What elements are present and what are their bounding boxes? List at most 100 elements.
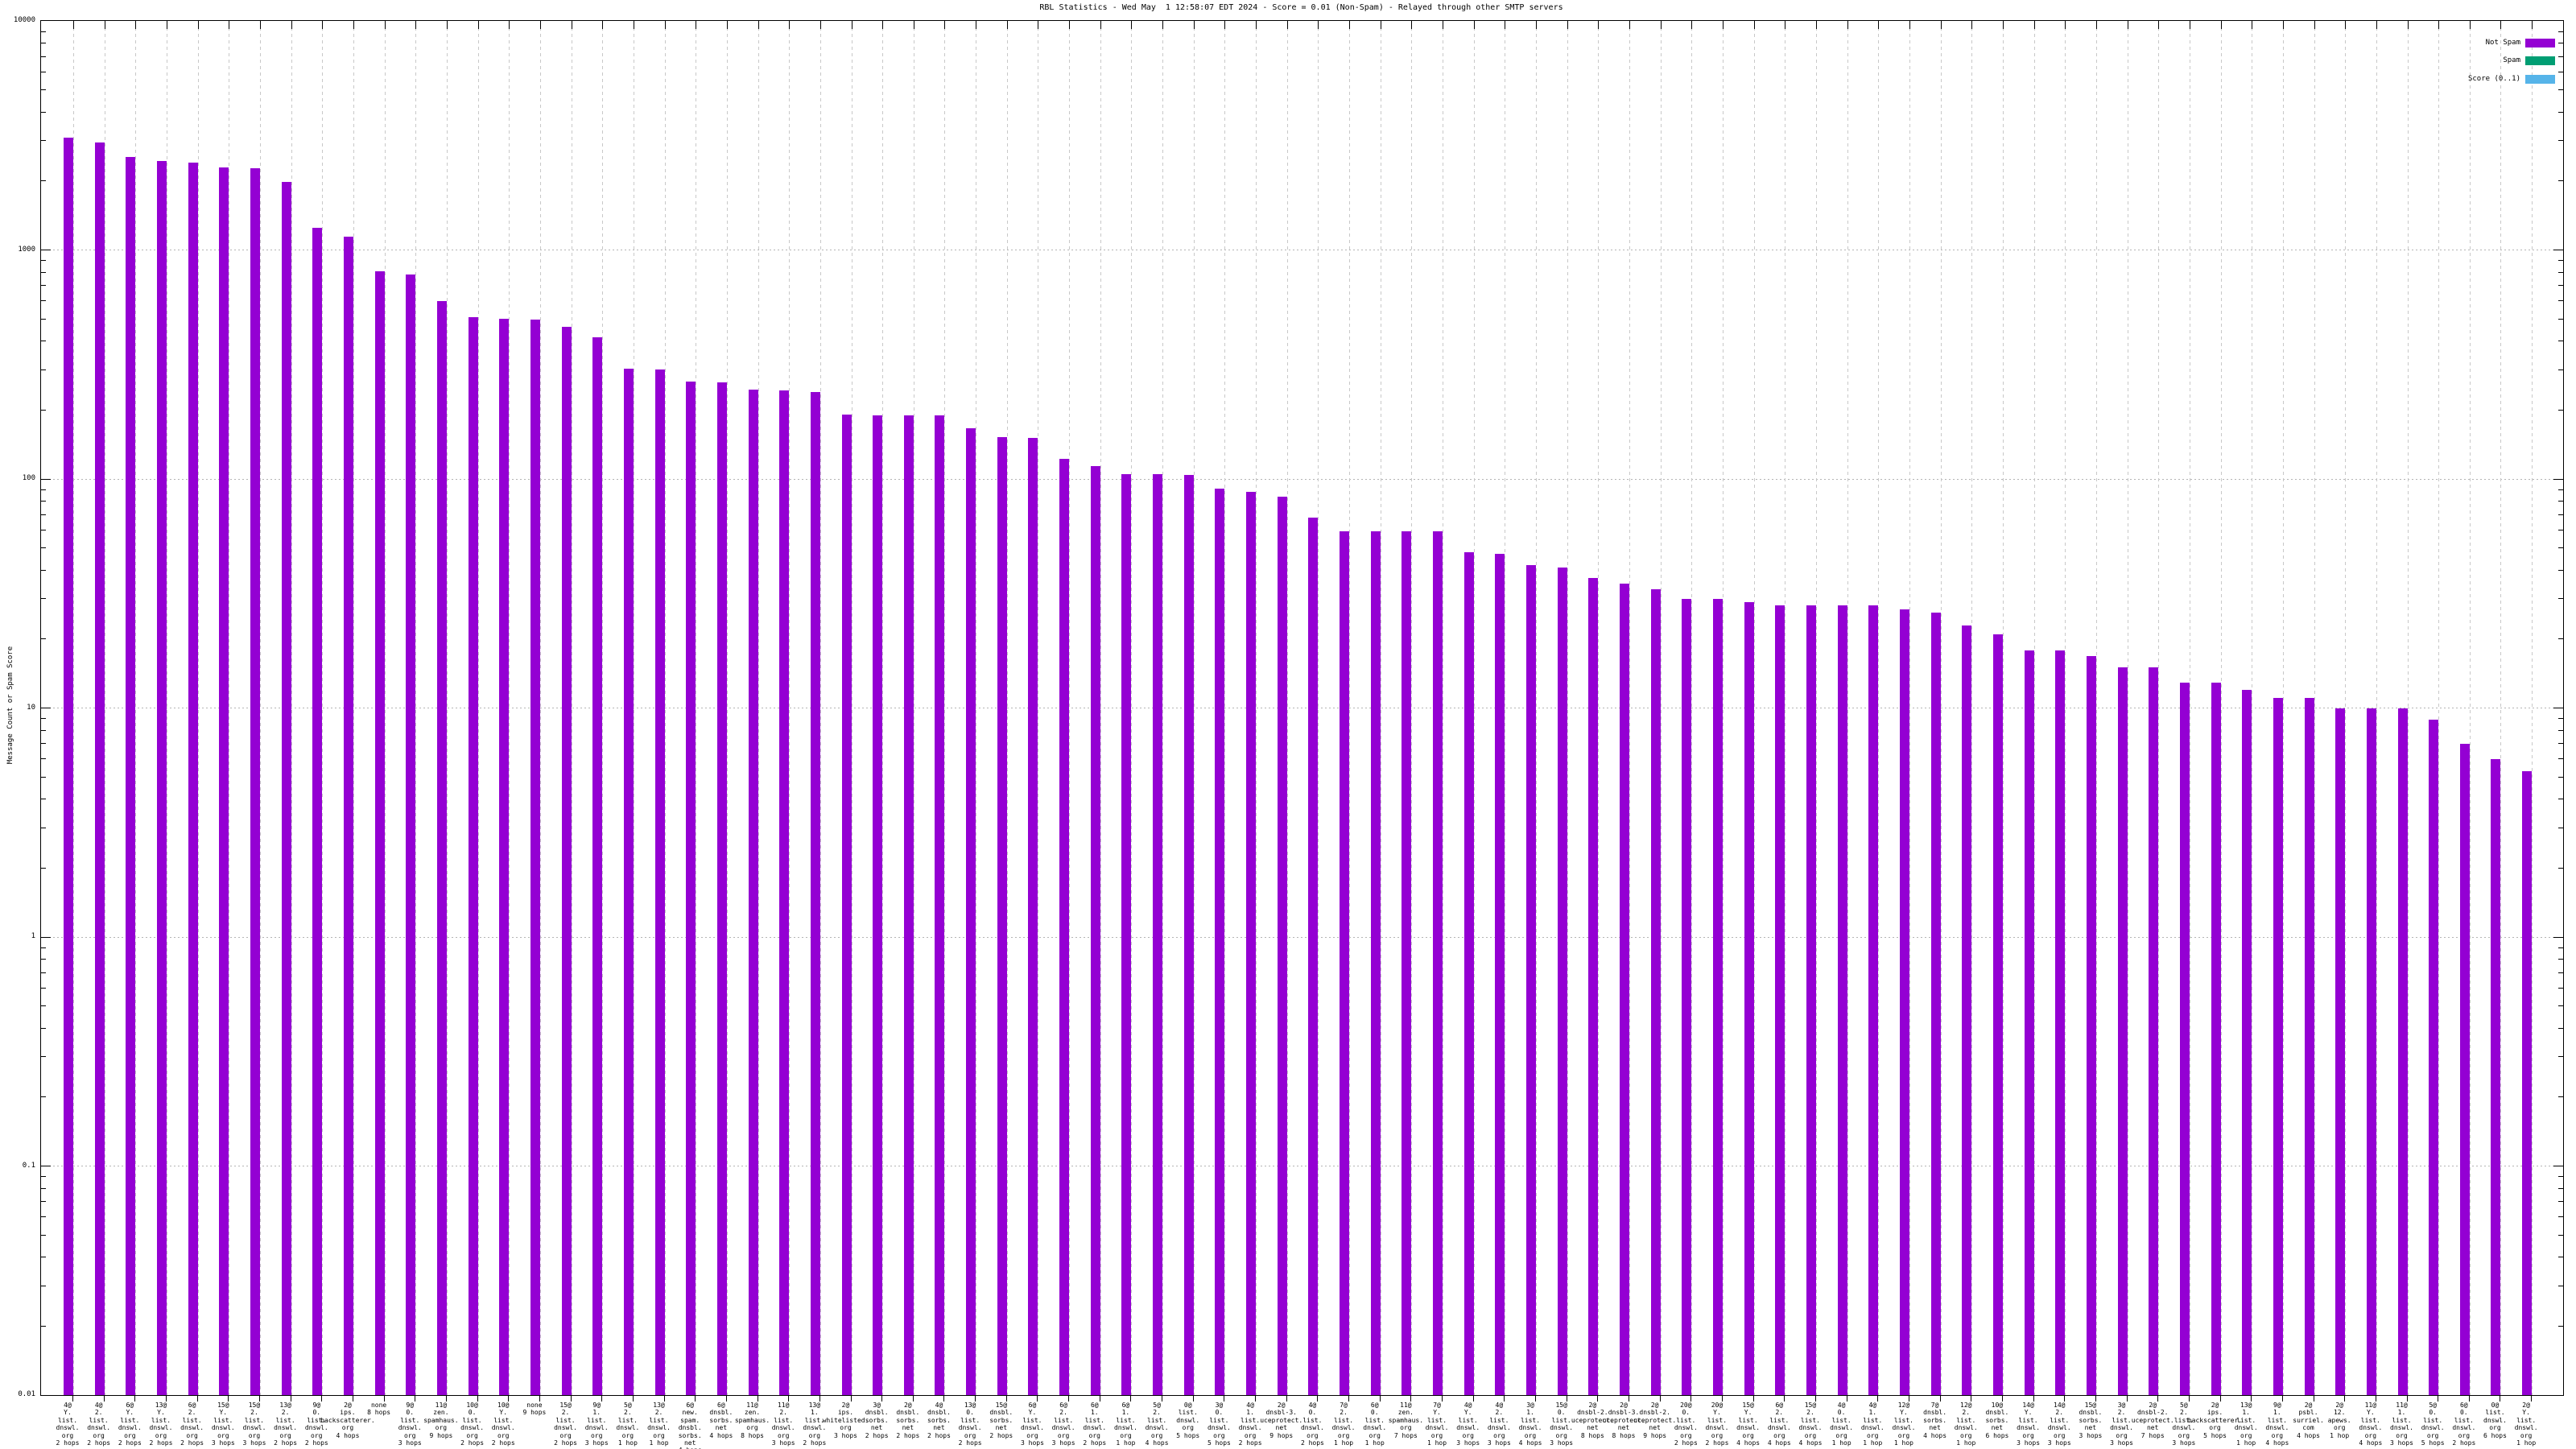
- x-top-tick: [2376, 21, 2377, 29]
- bar: [1557, 568, 1567, 1395]
- bar: [1682, 598, 1692, 1395]
- x-top-tick: [322, 21, 324, 29]
- x-bottom-tick: [1130, 1395, 1132, 1402]
- x-bottom-tick: [2095, 1395, 2096, 1402]
- bar: [841, 415, 852, 1395]
- x-tick-label: 13@ 1. list. dnswl. org 2 hops: [803, 1402, 827, 1447]
- y-minor-tick-right: [2558, 959, 2563, 960]
- x-bottom-tick: [2188, 1395, 2190, 1402]
- x-top-tick: [602, 21, 604, 29]
- x-bottom-tick: [1348, 1395, 1350, 1402]
- bar: [1868, 605, 1879, 1395]
- bar: [1308, 517, 1319, 1395]
- bar: [561, 327, 572, 1395]
- x-tick-label: 4@ 2. list. dnswl. org 2 hops: [87, 1402, 111, 1447]
- x-top-tick: [1909, 21, 1910, 29]
- x-bottom-tick: [2157, 1395, 2159, 1402]
- x-tick-label: 4@ Y. list. dnswl. org 3 hops: [1456, 1402, 1480, 1447]
- x-tick-label: 0@ list. dnswl. org 5 hops: [1176, 1402, 1200, 1439]
- y-minor-tick-left: [41, 318, 46, 320]
- y-minor-tick-right: [2558, 285, 2563, 287]
- x-bottom-tick: [2344, 1395, 2346, 1402]
- x-gridline: [1598, 21, 1600, 1395]
- x-tick-label: 10@ Y. list. dnswl. org 2 hops: [491, 1402, 515, 1447]
- y-minor-tick-left: [41, 1176, 46, 1178]
- bar: [219, 167, 229, 1395]
- y-minor-tick-left: [41, 514, 46, 515]
- x-gridline: [477, 21, 479, 1395]
- bar: [188, 163, 198, 1395]
- x-tick-label: 3@ dnsbl. sorbs. net 2 hops: [865, 1402, 889, 1439]
- x-gridline: [1971, 21, 1973, 1395]
- x-top-tick: [446, 21, 448, 29]
- x-tick-label: 7@ Y. list. dnswl. org 1 hop: [1425, 1402, 1449, 1447]
- y-minor-tick-right: [2558, 569, 2563, 571]
- y-minor-tick-left: [41, 1201, 46, 1203]
- x-bottom-tick: [477, 1395, 478, 1402]
- x-bottom-tick: [165, 1395, 167, 1402]
- x-tick-label: 4@ 0. list. dnswl. org 2 hops: [1300, 1402, 1324, 1447]
- x-bottom-tick: [1410, 1395, 1412, 1402]
- y-major-tick-right: [2553, 936, 2563, 938]
- y-minor-tick-right: [2558, 718, 2563, 720]
- x-tick-label: 6@ Y. list. dnswl. org 3 hops: [1021, 1402, 1044, 1447]
- y-tick-label: 0.01: [18, 1390, 35, 1398]
- x-gridline: [758, 21, 759, 1395]
- bar: [1650, 588, 1661, 1395]
- plot-area: [40, 20, 2564, 1396]
- bar: [281, 182, 291, 1395]
- x-top-tick: [1815, 21, 1817, 29]
- bar: [1121, 473, 1132, 1395]
- bar: [1588, 577, 1599, 1395]
- x-bottom-tick: [570, 1395, 572, 1402]
- x-tick-label: 9@ 1. list. dnswl. org 4 hops: [2265, 1402, 2289, 1447]
- bar: [2179, 683, 2190, 1395]
- legend-item-label: Score (0..1): [2467, 74, 2520, 83]
- bar: [2522, 770, 2533, 1395]
- x-gridline: [1940, 21, 1942, 1395]
- x-gridline: [1473, 21, 1475, 1395]
- x-gridline: [726, 21, 728, 1395]
- x-top-tick: [882, 21, 884, 29]
- bar: [1402, 531, 1412, 1395]
- x-top-tick: [415, 21, 417, 29]
- x-bottom-tick: [601, 1395, 603, 1402]
- x-tick-label: 5@ 2. list. dnswl. org 3 hops: [2172, 1402, 2196, 1447]
- x-gridline: [2282, 21, 2284, 1395]
- y-minor-tick-left: [41, 1096, 46, 1098]
- x-bottom-tick: [695, 1395, 696, 1402]
- y-minor-tick-right: [2558, 409, 2563, 411]
- x-top-tick: [384, 21, 386, 29]
- x-top-tick: [1971, 21, 1973, 29]
- x-top-tick: [1411, 21, 1413, 29]
- x-top-tick: [2065, 21, 2066, 29]
- x-gridline: [819, 21, 821, 1395]
- x-top-tick: [1567, 21, 1568, 29]
- y-minor-tick-right: [2558, 1216, 2563, 1218]
- x-bottom-tick: [1037, 1395, 1038, 1402]
- x-gridline: [1411, 21, 1413, 1395]
- bar: [2149, 667, 2159, 1395]
- x-top-tick: [1940, 21, 1942, 29]
- y-minor-tick-left: [41, 718, 46, 720]
- y-minor-tick-right: [2558, 729, 2563, 731]
- x-top-tick: [726, 21, 728, 29]
- y-minor-tick-left: [41, 409, 46, 411]
- x-tick-label: 14@ Y. list. dnswl. org 3 hops: [2017, 1402, 2041, 1447]
- x-tick-label: 6@ 0. list. dnswl. org 1 hop: [1363, 1402, 1387, 1447]
- x-tick-label: 2@ psbl. surriel. com 4 hops: [2293, 1402, 2324, 1439]
- bar: [1712, 598, 1723, 1395]
- bar: [1620, 583, 1629, 1395]
- x-gridline: [1878, 21, 1880, 1395]
- bar: [1059, 459, 1070, 1395]
- x-top-tick: [1536, 21, 1538, 29]
- x-tick-label: 6@ 1. list. dnswl. org 2 hops: [1083, 1402, 1107, 1447]
- bar: [343, 237, 353, 1395]
- x-gridline: [415, 21, 417, 1395]
- legend-swatch: [2525, 38, 2555, 47]
- bar: [2491, 758, 2501, 1395]
- x-bottom-tick: [72, 1395, 73, 1402]
- x-bottom-tick: [445, 1395, 447, 1402]
- x-top-tick: [2407, 21, 2409, 29]
